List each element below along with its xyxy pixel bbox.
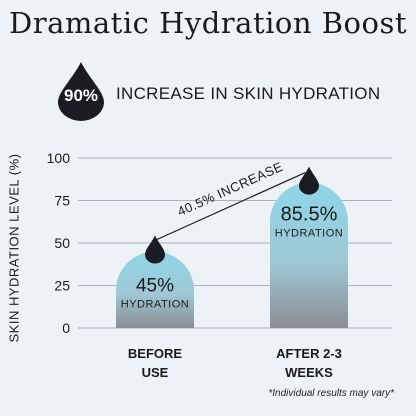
y-tick-label-50: 50 <box>54 235 70 251</box>
bar-unit-label-0: HYDRATION <box>121 299 189 311</box>
increase-connector-line <box>156 172 306 241</box>
water-drop-marker-0 <box>145 235 165 264</box>
bar-unit-label-1: HYDRATION <box>275 228 343 240</box>
stat-label: INCREASE IN SKIN HYDRATION <box>116 84 381 103</box>
footnote: *Individual results may vary* <box>268 388 394 399</box>
category-label-1-line2: WEEKS <box>285 365 333 380</box>
category-label-0-line2: USE <box>142 365 169 380</box>
y-tick-label-100: 100 <box>47 150 71 166</box>
stat-value: 90% <box>63 86 99 105</box>
category-label-0-line1: BEFORE <box>128 346 183 361</box>
y-tick-label-25: 25 <box>54 278 70 294</box>
bar-1 <box>270 182 348 328</box>
water-drop-marker-1 <box>299 166 319 195</box>
bar-0 <box>116 251 194 328</box>
water-drop-icon <box>58 62 104 121</box>
bar-value-label-0: 45% <box>136 276 174 297</box>
page-title: Dramatic Hydration Boost <box>8 6 408 40</box>
y-tick-label-75: 75 <box>54 193 70 209</box>
stat-callout: 90% INCREASE IN SKIN HYDRATION <box>56 60 396 124</box>
category-label-1-line1: AFTER 2-3 <box>276 346 342 361</box>
bar-value-label-1: 85.5% <box>281 204 338 226</box>
y-tick-label-0: 0 <box>62 320 70 336</box>
